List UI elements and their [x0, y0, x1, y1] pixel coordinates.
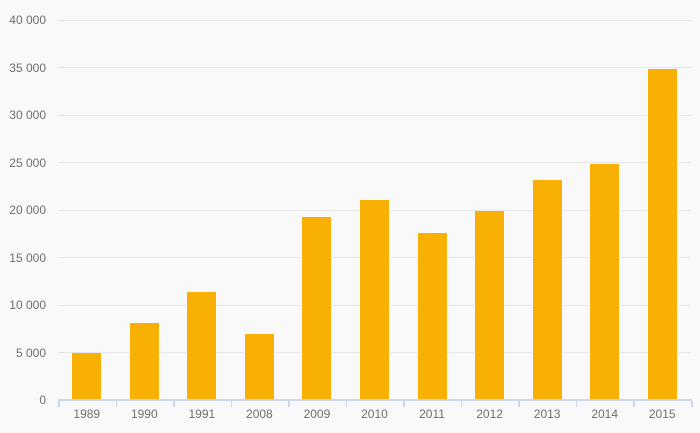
bar-2011	[417, 232, 447, 400]
x-tick-label: 2015	[648, 407, 676, 421]
x-tick-label: 1990	[130, 407, 158, 421]
x-axis-tick	[173, 401, 175, 407]
gridline	[58, 162, 691, 163]
y-tick-label: 25 000	[9, 155, 46, 170]
y-tick-label: 30 000	[9, 108, 46, 122]
x-axis-tick	[58, 401, 60, 407]
bar-2008	[244, 333, 274, 400]
y-tick-label: 15 000	[9, 250, 46, 265]
x-axis-line	[58, 399, 692, 401]
y-tick-label: 20 000	[9, 203, 46, 217]
x-axis-tick	[518, 401, 520, 407]
x-tick-label: 2010	[361, 407, 388, 421]
bar-2015	[647, 69, 677, 400]
x-axis-tick	[115, 401, 118, 407]
x-tick-label: 1991	[188, 407, 216, 421]
x-axis-tick	[460, 401, 463, 407]
y-tick-label: 10 000	[9, 298, 46, 312]
x-tick-label: 2009	[303, 407, 331, 421]
y-tick-label: 0	[39, 393, 46, 407]
bar-2013	[532, 179, 562, 400]
x-tick-label: 2011	[419, 407, 445, 421]
y-tick-label: 40 000	[9, 13, 46, 27]
x-axis-tick	[633, 401, 635, 407]
gridline	[58, 114, 691, 116]
x-axis-tick	[345, 401, 348, 407]
x-tick-label: 2014	[591, 407, 619, 421]
x-axis-tick	[575, 401, 578, 407]
bar-1989	[72, 352, 102, 400]
x-tick-label: 2008	[246, 407, 273, 421]
x-tick-label: 2012	[476, 407, 503, 421]
x-axis-tick	[691, 401, 693, 407]
gridline	[58, 19, 691, 21]
x-tick-label: 1989	[73, 407, 101, 421]
y-tick-label: 35 000	[9, 60, 46, 75]
bar-2009	[302, 216, 332, 400]
x-axis-tick	[403, 401, 405, 407]
bar-1990	[129, 323, 159, 400]
x-axis-tick	[288, 401, 290, 407]
y-tick-label: 5 000	[15, 345, 46, 360]
bar-2012	[475, 210, 505, 400]
x-tick-label: 2013	[533, 407, 561, 421]
bar-2014	[590, 164, 620, 400]
bar-2010	[360, 199, 389, 400]
x-axis-tick	[230, 401, 233, 407]
bar-1991	[187, 291, 217, 400]
gridline	[58, 67, 691, 68]
